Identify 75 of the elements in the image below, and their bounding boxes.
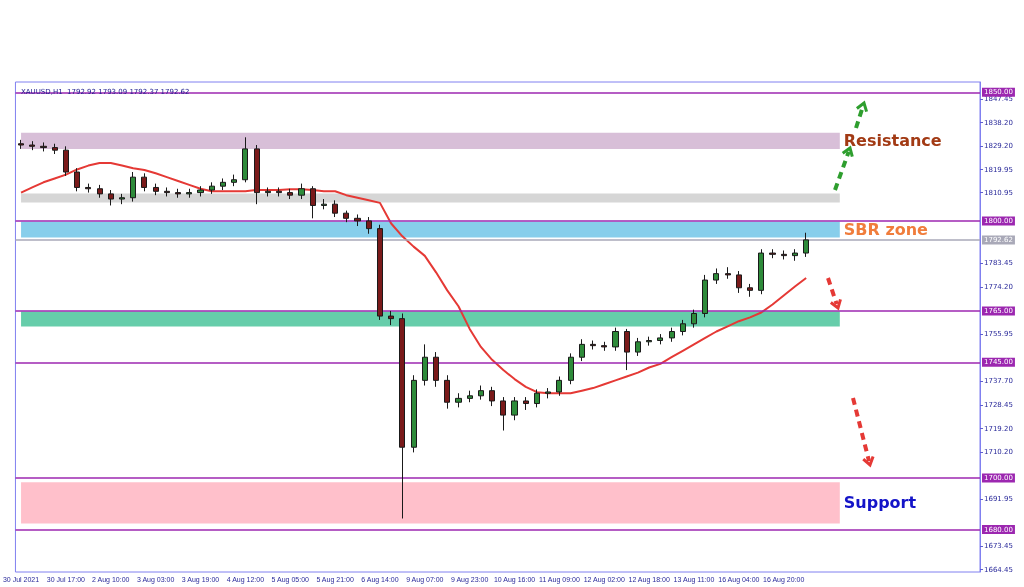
candlestick bbox=[197, 185, 204, 197]
candlestick bbox=[343, 210, 349, 223]
candlestick bbox=[399, 313, 405, 519]
band-label: Support bbox=[843, 493, 917, 513]
candlestick bbox=[467, 390, 473, 403]
candlestick bbox=[63, 145, 69, 177]
candlestick bbox=[713, 267, 719, 285]
candlestick bbox=[321, 198, 327, 210]
candlestick bbox=[455, 392, 462, 408]
candlestick bbox=[736, 270, 742, 294]
candlestick bbox=[18, 139, 24, 150]
candlestick bbox=[624, 328, 630, 371]
line-series bbox=[20, 162, 808, 395]
candlestick bbox=[646, 336, 652, 347]
candlestick bbox=[489, 386, 495, 407]
candlestick bbox=[758, 248, 764, 295]
candlestick bbox=[433, 351, 439, 388]
candlestick bbox=[332, 199, 338, 218]
candlestick bbox=[500, 396, 506, 432]
candlestick bbox=[534, 388, 540, 408]
candlestick bbox=[354, 213, 361, 227]
candlestick bbox=[657, 333, 663, 345]
candlestick bbox=[254, 144, 260, 205]
candlestick bbox=[29, 140, 35, 151]
candlestick bbox=[511, 396, 518, 421]
candlestick bbox=[366, 216, 372, 235]
candlestick bbox=[209, 181, 215, 195]
candlestick bbox=[590, 340, 596, 351]
candlestick bbox=[242, 136, 248, 183]
candlestick bbox=[231, 174, 237, 187]
candlestick bbox=[579, 338, 585, 362]
candlestick bbox=[556, 376, 562, 397]
candlestick bbox=[40, 141, 47, 152]
candlestick bbox=[747, 283, 753, 298]
candlestick bbox=[792, 248, 798, 262]
candlestick bbox=[119, 193, 125, 205]
candlestick bbox=[702, 274, 708, 318]
candlestick bbox=[108, 189, 114, 206]
candlestick bbox=[444, 374, 450, 410]
candlestick bbox=[186, 188, 192, 199]
candlestick bbox=[52, 143, 58, 155]
band-label: Resistance bbox=[843, 131, 942, 151]
candlestick bbox=[545, 387, 551, 399]
candlestick bbox=[220, 177, 226, 191]
candlestick bbox=[422, 343, 428, 387]
candlestick bbox=[85, 183, 91, 194]
candlestick bbox=[635, 337, 641, 357]
candlestick bbox=[769, 248, 776, 259]
candlestick bbox=[669, 327, 675, 343]
band-label: SBR zone bbox=[843, 220, 929, 240]
candlestick bbox=[153, 183, 159, 196]
candlestick bbox=[781, 249, 787, 260]
candlestick bbox=[265, 186, 271, 197]
candlestick bbox=[298, 183, 305, 200]
candlestick bbox=[411, 374, 417, 453]
candlestick bbox=[97, 184, 103, 199]
candlestick bbox=[141, 172, 147, 192]
candlestick bbox=[287, 188, 293, 200]
candlestick bbox=[130, 171, 136, 203]
candlestick bbox=[74, 167, 80, 192]
candlestick bbox=[568, 352, 574, 385]
candlestick bbox=[388, 310, 394, 326]
candlestick bbox=[175, 188, 181, 199]
candlestick bbox=[478, 385, 484, 401]
candlestick bbox=[523, 396, 529, 411]
candlestick bbox=[377, 224, 383, 321]
candlestick bbox=[276, 186, 282, 197]
candlestick bbox=[164, 186, 170, 197]
candlestick bbox=[310, 185, 316, 219]
candlestick bbox=[725, 266, 731, 280]
candlestick bbox=[803, 232, 809, 258]
candlestick bbox=[601, 341, 607, 352]
candlestick bbox=[691, 309, 697, 329]
candlestick bbox=[680, 319, 686, 336]
candlestick bbox=[612, 327, 619, 352]
